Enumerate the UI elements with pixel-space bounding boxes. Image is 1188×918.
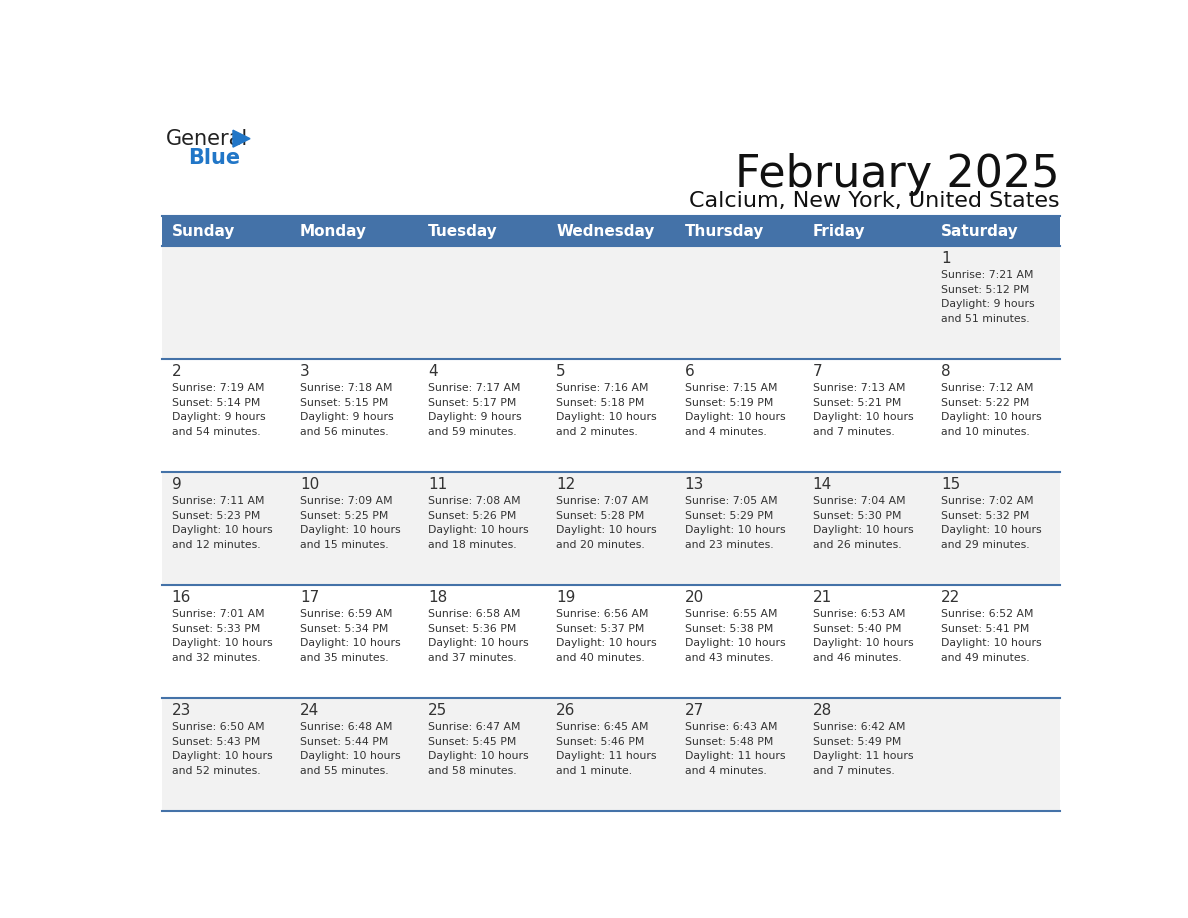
Text: Calcium, New York, United States: Calcium, New York, United States (689, 191, 1060, 211)
Text: 7: 7 (813, 364, 822, 379)
Text: 23: 23 (172, 703, 191, 718)
Text: Sunrise: 6:59 AM
Sunset: 5:34 PM
Daylight: 10 hours
and 35 minutes.: Sunrise: 6:59 AM Sunset: 5:34 PM Dayligh… (299, 610, 400, 663)
Text: 2: 2 (172, 364, 182, 379)
Text: Sunrise: 7:01 AM
Sunset: 5:33 PM
Daylight: 10 hours
and 32 minutes.: Sunrise: 7:01 AM Sunset: 5:33 PM Dayligh… (172, 610, 272, 663)
Text: February 2025: February 2025 (735, 152, 1060, 196)
Text: Sunrise: 7:18 AM
Sunset: 5:15 PM
Daylight: 9 hours
and 56 minutes.: Sunrise: 7:18 AM Sunset: 5:15 PM Dayligh… (299, 384, 393, 437)
Bar (163, 585, 1060, 698)
Text: Sunrise: 7:19 AM
Sunset: 5:14 PM
Daylight: 9 hours
and 54 minutes.: Sunrise: 7:19 AM Sunset: 5:14 PM Dayligh… (172, 384, 265, 437)
Text: Sunrise: 7:07 AM
Sunset: 5:28 PM
Daylight: 10 hours
and 20 minutes.: Sunrise: 7:07 AM Sunset: 5:28 PM Dayligh… (556, 497, 657, 550)
Text: Sunrise: 6:55 AM
Sunset: 5:38 PM
Daylight: 10 hours
and 43 minutes.: Sunrise: 6:55 AM Sunset: 5:38 PM Dayligh… (684, 610, 785, 663)
Text: 15: 15 (941, 477, 960, 492)
Text: Blue: Blue (188, 148, 240, 168)
Text: 18: 18 (428, 590, 448, 605)
Text: Sunrise: 6:56 AM
Sunset: 5:37 PM
Daylight: 10 hours
and 40 minutes.: Sunrise: 6:56 AM Sunset: 5:37 PM Dayligh… (556, 610, 657, 663)
Text: Sunday: Sunday (172, 224, 235, 239)
Text: 13: 13 (684, 477, 704, 492)
Text: 24: 24 (299, 703, 320, 718)
Text: Sunrise: 7:08 AM
Sunset: 5:26 PM
Daylight: 10 hours
and 18 minutes.: Sunrise: 7:08 AM Sunset: 5:26 PM Dayligh… (428, 497, 529, 550)
Text: Sunrise: 7:04 AM
Sunset: 5:30 PM
Daylight: 10 hours
and 26 minutes.: Sunrise: 7:04 AM Sunset: 5:30 PM Dayligh… (813, 497, 914, 550)
Text: Sunrise: 7:17 AM
Sunset: 5:17 PM
Daylight: 9 hours
and 59 minutes.: Sunrise: 7:17 AM Sunset: 5:17 PM Dayligh… (428, 384, 522, 437)
Text: Sunrise: 6:45 AM
Sunset: 5:46 PM
Daylight: 11 hours
and 1 minute.: Sunrise: 6:45 AM Sunset: 5:46 PM Dayligh… (556, 722, 657, 776)
Bar (163, 217, 1060, 246)
Text: Sunrise: 6:48 AM
Sunset: 5:44 PM
Daylight: 10 hours
and 55 minutes.: Sunrise: 6:48 AM Sunset: 5:44 PM Dayligh… (299, 722, 400, 776)
Text: 20: 20 (684, 590, 703, 605)
Text: Friday: Friday (813, 224, 865, 239)
Bar (163, 698, 1060, 811)
Text: 6: 6 (684, 364, 694, 379)
Text: Sunrise: 6:53 AM
Sunset: 5:40 PM
Daylight: 10 hours
and 46 minutes.: Sunrise: 6:53 AM Sunset: 5:40 PM Dayligh… (813, 610, 914, 663)
Text: 3: 3 (299, 364, 310, 379)
Text: 28: 28 (813, 703, 832, 718)
Text: Sunrise: 6:58 AM
Sunset: 5:36 PM
Daylight: 10 hours
and 37 minutes.: Sunrise: 6:58 AM Sunset: 5:36 PM Dayligh… (428, 610, 529, 663)
Text: 21: 21 (813, 590, 832, 605)
Text: 8: 8 (941, 364, 950, 379)
Bar (163, 472, 1060, 585)
Text: Sunrise: 7:15 AM
Sunset: 5:19 PM
Daylight: 10 hours
and 4 minutes.: Sunrise: 7:15 AM Sunset: 5:19 PM Dayligh… (684, 384, 785, 437)
Text: 19: 19 (556, 590, 576, 605)
Text: Sunrise: 7:02 AM
Sunset: 5:32 PM
Daylight: 10 hours
and 29 minutes.: Sunrise: 7:02 AM Sunset: 5:32 PM Dayligh… (941, 497, 1042, 550)
Text: Sunrise: 7:09 AM
Sunset: 5:25 PM
Daylight: 10 hours
and 15 minutes.: Sunrise: 7:09 AM Sunset: 5:25 PM Dayligh… (299, 497, 400, 550)
Text: 14: 14 (813, 477, 832, 492)
Bar (163, 359, 1060, 472)
Text: Monday: Monday (299, 224, 367, 239)
Text: Sunrise: 6:43 AM
Sunset: 5:48 PM
Daylight: 11 hours
and 4 minutes.: Sunrise: 6:43 AM Sunset: 5:48 PM Dayligh… (684, 722, 785, 776)
Text: Sunrise: 7:12 AM
Sunset: 5:22 PM
Daylight: 10 hours
and 10 minutes.: Sunrise: 7:12 AM Sunset: 5:22 PM Dayligh… (941, 384, 1042, 437)
Text: 26: 26 (556, 703, 576, 718)
Text: Saturday: Saturday (941, 224, 1019, 239)
Text: Sunrise: 6:42 AM
Sunset: 5:49 PM
Daylight: 11 hours
and 7 minutes.: Sunrise: 6:42 AM Sunset: 5:49 PM Dayligh… (813, 722, 914, 776)
Text: Sunrise: 6:52 AM
Sunset: 5:41 PM
Daylight: 10 hours
and 49 minutes.: Sunrise: 6:52 AM Sunset: 5:41 PM Dayligh… (941, 610, 1042, 663)
Text: 5: 5 (556, 364, 565, 379)
Text: Sunrise: 6:47 AM
Sunset: 5:45 PM
Daylight: 10 hours
and 58 minutes.: Sunrise: 6:47 AM Sunset: 5:45 PM Dayligh… (428, 722, 529, 776)
Text: 11: 11 (428, 477, 448, 492)
Text: Sunrise: 7:21 AM
Sunset: 5:12 PM
Daylight: 9 hours
and 51 minutes.: Sunrise: 7:21 AM Sunset: 5:12 PM Dayligh… (941, 270, 1035, 323)
Text: Sunrise: 7:11 AM
Sunset: 5:23 PM
Daylight: 10 hours
and 12 minutes.: Sunrise: 7:11 AM Sunset: 5:23 PM Dayligh… (172, 497, 272, 550)
Text: Wednesday: Wednesday (556, 224, 655, 239)
Text: Sunrise: 7:16 AM
Sunset: 5:18 PM
Daylight: 10 hours
and 2 minutes.: Sunrise: 7:16 AM Sunset: 5:18 PM Dayligh… (556, 384, 657, 437)
Text: 22: 22 (941, 590, 960, 605)
Text: 16: 16 (172, 590, 191, 605)
Text: Sunrise: 6:50 AM
Sunset: 5:43 PM
Daylight: 10 hours
and 52 minutes.: Sunrise: 6:50 AM Sunset: 5:43 PM Dayligh… (172, 722, 272, 776)
Text: 1: 1 (941, 251, 950, 266)
Text: 17: 17 (299, 590, 320, 605)
Text: 10: 10 (299, 477, 320, 492)
Text: Sunrise: 7:13 AM
Sunset: 5:21 PM
Daylight: 10 hours
and 7 minutes.: Sunrise: 7:13 AM Sunset: 5:21 PM Dayligh… (813, 384, 914, 437)
Text: Tuesday: Tuesday (428, 224, 498, 239)
Text: General: General (166, 129, 248, 150)
Text: 9: 9 (172, 477, 182, 492)
Text: 27: 27 (684, 703, 703, 718)
Bar (163, 246, 1060, 359)
Text: 4: 4 (428, 364, 438, 379)
Polygon shape (233, 130, 249, 147)
Text: Thursday: Thursday (684, 224, 764, 239)
Text: 12: 12 (556, 477, 576, 492)
Text: Sunrise: 7:05 AM
Sunset: 5:29 PM
Daylight: 10 hours
and 23 minutes.: Sunrise: 7:05 AM Sunset: 5:29 PM Dayligh… (684, 497, 785, 550)
Text: 25: 25 (428, 703, 448, 718)
